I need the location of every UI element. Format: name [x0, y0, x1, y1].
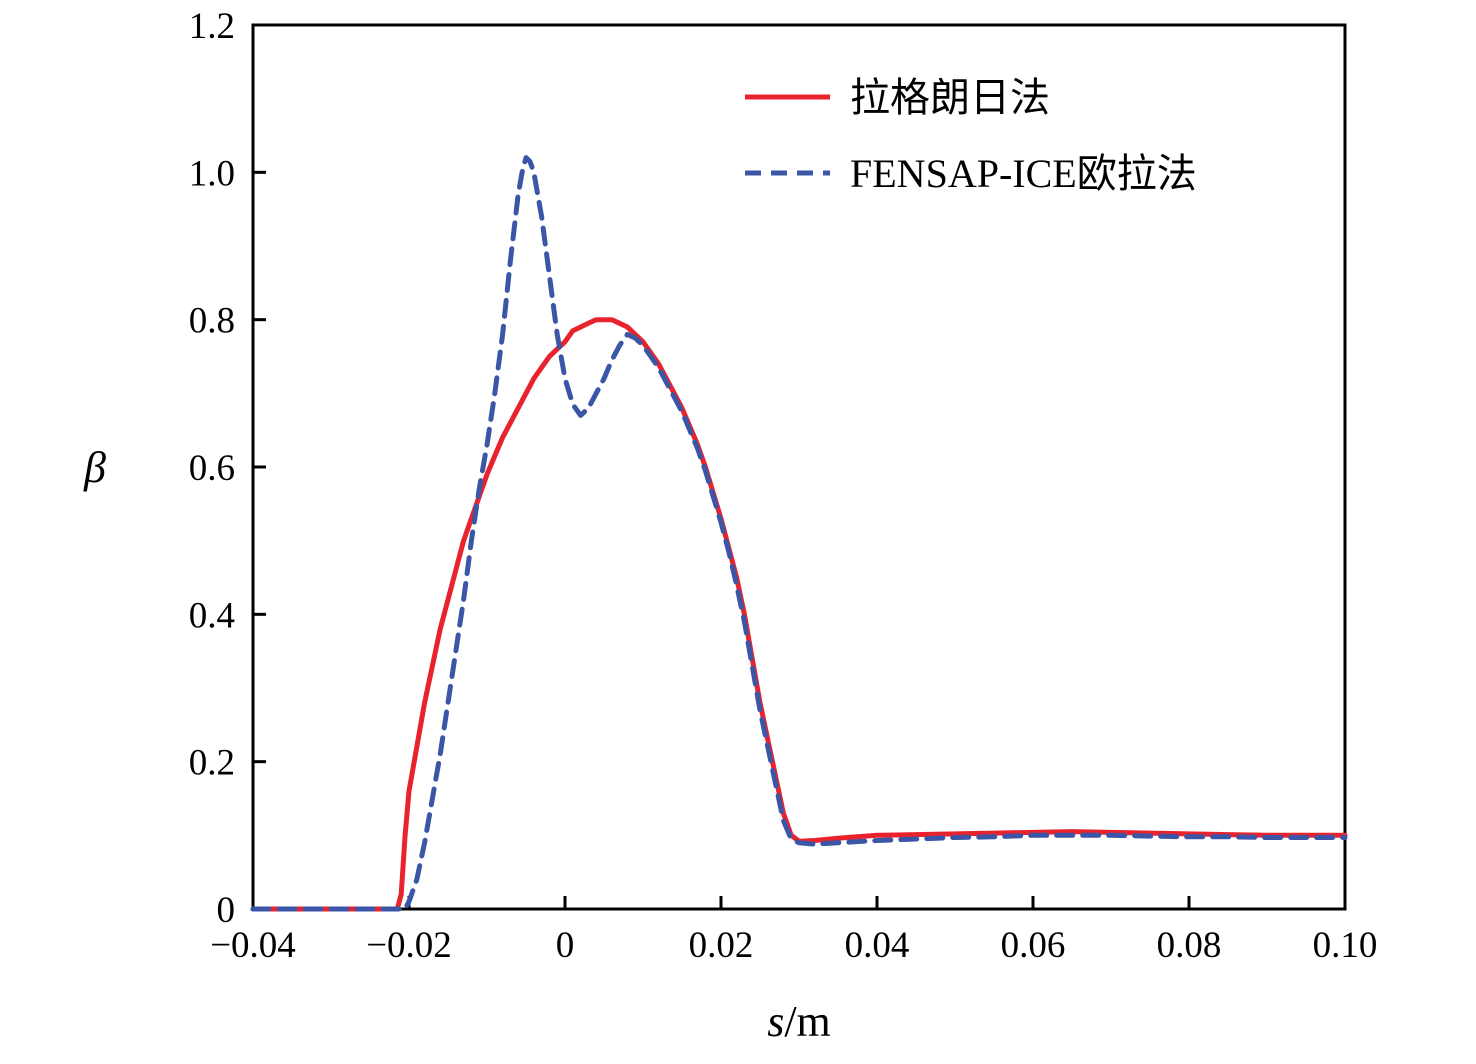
- y-tick-label: 1.2: [189, 6, 235, 47]
- legend: 拉格朗日法 FENSAP-ICE欧拉法: [745, 75, 1197, 196]
- y-tick-label: 1.0: [189, 153, 235, 194]
- x-tick-label: 0.06: [1001, 925, 1066, 966]
- x-tick-label: 0: [556, 925, 575, 966]
- x-tick-label: 0.02: [689, 925, 754, 966]
- y-tick-label: 0.4: [189, 595, 235, 636]
- x-tick-label: 0.10: [1313, 925, 1378, 966]
- x-tick-label: 0.08: [1157, 925, 1222, 966]
- legend-label: FENSAP-ICE欧拉法: [850, 151, 1197, 196]
- x-tick-label: 0.04: [845, 925, 910, 966]
- y-axis-label: β: [83, 443, 106, 492]
- x-tick-label: −0.04: [210, 925, 296, 966]
- x-tick-label: −0.02: [366, 925, 452, 966]
- axes-ticks: −0.04 −0.02 0 0.02 0.04 0.06 0.08 0.10 0 0.2 0.4 0.…: [189, 6, 1378, 966]
- series-line-fensap-ice-eulerian: [250, 155, 1348, 912]
- series-line-lagrangian: [250, 317, 1348, 912]
- y-tick-label: 0: [217, 890, 236, 931]
- y-tick-label: 0.2: [189, 743, 235, 784]
- legend-label: 拉格朗日法: [850, 75, 1050, 120]
- x-axis-label: s/m: [767, 997, 831, 1046]
- y-tick-label: 0.6: [189, 448, 235, 489]
- y-tick-label: 0.8: [189, 301, 235, 342]
